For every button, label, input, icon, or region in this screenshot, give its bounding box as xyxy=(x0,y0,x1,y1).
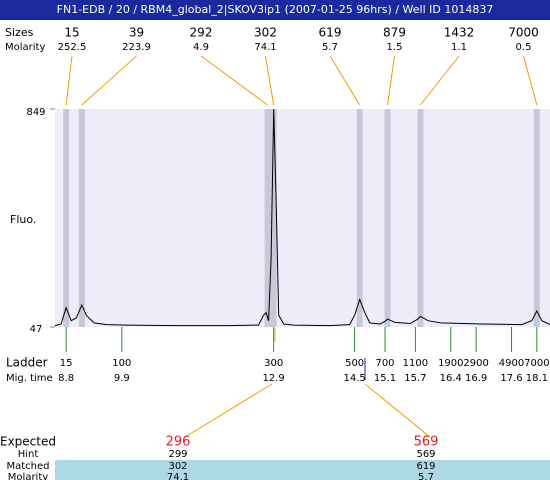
peak-size: 619 xyxy=(319,26,342,40)
ladder-size: 500 xyxy=(345,358,364,369)
ladder-size: 700 xyxy=(375,358,394,369)
peak-connector xyxy=(420,55,460,106)
row-label: Molarity xyxy=(8,472,48,480)
peak-band xyxy=(78,109,85,327)
table-cell: 569 xyxy=(416,449,435,460)
ladder-time: 15.1 xyxy=(374,373,396,384)
table-cell: 569 xyxy=(414,435,439,450)
molarity-label: Molarity xyxy=(5,42,45,53)
peak-connector xyxy=(329,55,361,106)
table-cell: 302 xyxy=(168,461,187,472)
peak-connector xyxy=(81,55,137,106)
peak-connector xyxy=(265,55,275,106)
ladder-size: 4900 xyxy=(499,358,524,369)
peak-molarity: 1.1 xyxy=(451,42,467,53)
matched-band xyxy=(55,460,550,480)
peak-molarity: 0.5 xyxy=(516,42,532,53)
peak-connector xyxy=(387,55,395,106)
peak-size: 302 xyxy=(254,26,277,40)
y-axis-label: Fluo. xyxy=(10,213,36,226)
ladder-size: 15 xyxy=(60,358,73,369)
ladder-time: 15.7 xyxy=(404,373,426,384)
peak-size: 1432 xyxy=(444,26,475,40)
ladder-time: 17.6 xyxy=(500,373,522,384)
row-label: Matched xyxy=(6,461,49,472)
peak-band xyxy=(63,109,70,327)
peak-connector xyxy=(200,55,268,106)
ladder-time: 9.9 xyxy=(114,373,130,384)
peak-band xyxy=(384,109,391,327)
peak-size: 15 xyxy=(64,26,79,40)
ladder-time: 12.9 xyxy=(263,373,285,384)
peak-band xyxy=(270,109,277,327)
peak-molarity: 4.9 xyxy=(193,42,209,53)
peak-size: 39 xyxy=(129,26,144,40)
table-cell: 296 xyxy=(166,435,191,450)
ladder-size: 300 xyxy=(264,358,283,369)
peak-molarity: 5.7 xyxy=(322,42,338,53)
peak-molarity: 223.9 xyxy=(122,42,151,53)
trace xyxy=(54,108,550,327)
ladder-time: 16.4 xyxy=(440,373,462,384)
ladder-size: 100 xyxy=(112,358,131,369)
ladder-time: 8.8 xyxy=(58,373,74,384)
ladder-time: 14.5 xyxy=(343,373,365,384)
title: FN1-EDB / 20 / RBM4_global_2|SKOV3ip1 (2… xyxy=(57,3,494,16)
peak-connector xyxy=(65,55,73,106)
peak-band xyxy=(417,109,424,327)
ladder-time: 16.9 xyxy=(465,373,487,384)
plot-area xyxy=(55,109,550,327)
peak-size: 879 xyxy=(383,26,406,40)
row-label: Hint xyxy=(18,449,39,460)
peak-band xyxy=(356,109,363,327)
peak-connector xyxy=(523,55,538,106)
peak-size: 292 xyxy=(190,26,213,40)
ladder-size: 1900 xyxy=(438,358,463,369)
title-bar xyxy=(0,0,550,20)
connector xyxy=(184,383,273,438)
ladder-label: Ladder xyxy=(6,356,48,370)
mig-time-label: Mig. time xyxy=(6,373,53,384)
table-cell: 619 xyxy=(416,461,435,472)
connector xyxy=(364,383,431,438)
table-cell: 299 xyxy=(168,449,187,460)
ladder-time: 18.1 xyxy=(526,373,548,384)
sizes-label: Sizes xyxy=(5,26,34,39)
table-cell: 74.1 xyxy=(167,472,189,480)
peak-band xyxy=(264,109,271,327)
ladder-size: 2900 xyxy=(463,358,488,369)
peak-molarity: 1.5 xyxy=(387,42,403,53)
peak-size: 7000 xyxy=(508,26,539,40)
table-cell: 5.7 xyxy=(418,472,434,480)
peak-molarity: 252.5 xyxy=(58,42,87,53)
peak-band xyxy=(533,109,540,327)
ladder-size: 7000 xyxy=(524,358,549,369)
row-label: Expected xyxy=(0,435,56,449)
peak-molarity: 74.1 xyxy=(254,42,276,53)
y-tick-label: 849 xyxy=(26,107,45,118)
y-tick-label: 47 xyxy=(30,324,43,335)
ladder-size: 1100 xyxy=(403,358,428,369)
